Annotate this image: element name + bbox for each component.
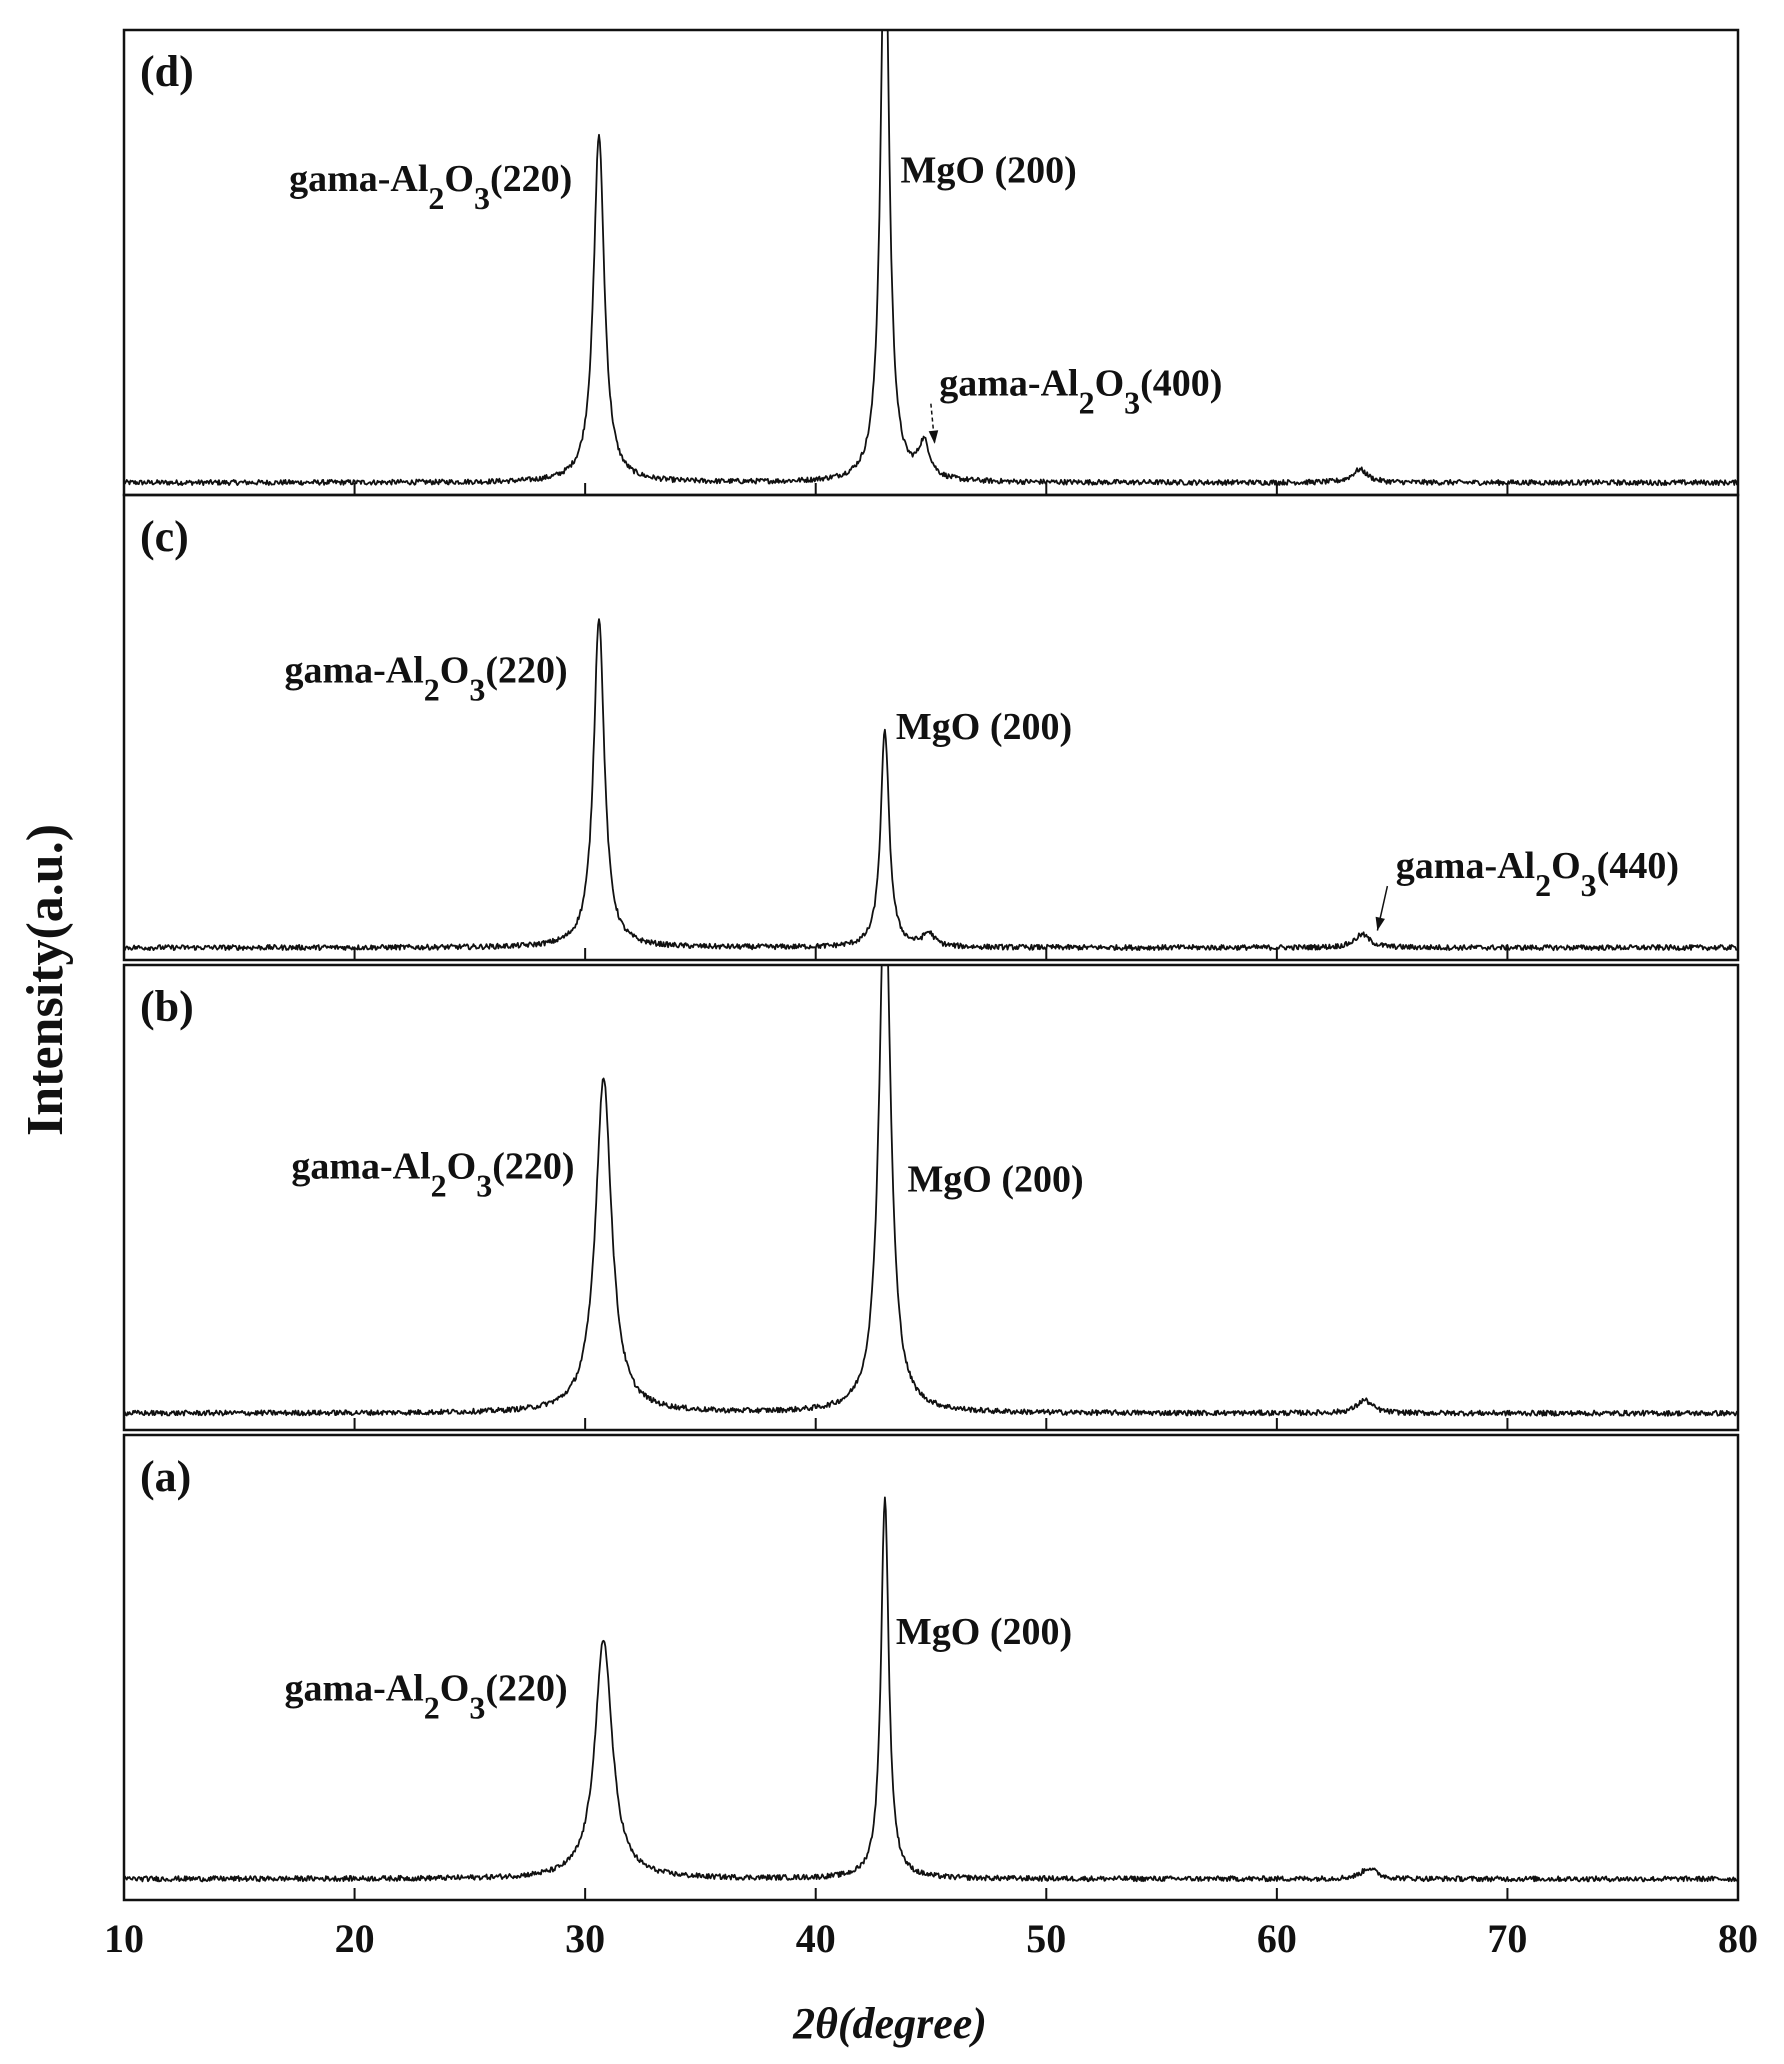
x-tick-label: 80	[1718, 1916, 1758, 1961]
x-tick-label: 30	[565, 1916, 605, 1961]
x-tick-label: 50	[1026, 1916, 1066, 1961]
annotation-c-a2: MgO (200)	[896, 706, 1072, 748]
panel-b-label: (b)	[140, 982, 194, 1031]
x-axis-title: 2θ(degree)	[792, 1999, 987, 2048]
panel-a-trace	[124, 1496, 1738, 1883]
panel-a-frame	[122, 1433, 1740, 1902]
panel-c-label: (c)	[140, 512, 189, 561]
panel-b-trace	[124, 965, 1738, 1417]
x-tick-label: 70	[1487, 1916, 1527, 1961]
panel-c: (c) gama-Al2O3(220) MgO (200) gama-Al2O3(44…	[122, 493, 1740, 962]
panel-b-frame	[122, 963, 1740, 1432]
panel-c-frame	[122, 493, 1740, 962]
panel-d-trace	[124, 30, 1738, 487]
annotation-c-a1: gama-Al2O3(220)	[284, 649, 567, 707]
panel-c-trace	[124, 618, 1738, 952]
x-axis: 10 20 30 40 50 60 70 80	[104, 1916, 1758, 1961]
panel-d-label: (d)	[140, 47, 194, 96]
annotation-a-a1: gama-Al2O3(220)	[284, 1668, 567, 1726]
annotation-b-a2: MgO (200)	[907, 1158, 1083, 1200]
x-tick-label: 10	[104, 1916, 144, 1961]
annotation-arrowhead-c-a3	[1375, 916, 1385, 931]
annotation-b-a1: gama-Al2O3(220)	[291, 1145, 574, 1203]
panel-d: (d) gama-Al2O3(220) MgO (200) gama-Al2O3(40…	[122, 28, 1740, 497]
y-axis-title: Intensity(a.u.)	[17, 824, 74, 1136]
annotation-d-a3: gama-Al2O3(400)	[939, 363, 1222, 421]
panel-d-frame	[122, 28, 1740, 497]
annotation-a-a2: MgO (200)	[896, 1611, 1072, 1653]
annotation-d-a2: MgO (200)	[901, 150, 1077, 192]
annotation-d-a1: gama-Al2O3(220)	[289, 158, 572, 216]
x-tick-label: 60	[1257, 1916, 1297, 1961]
panel-a: (a) gama-Al2O3(220) MgO (200)	[122, 1433, 1740, 1902]
annotation-c-a3: gama-Al2O3(440)	[1396, 845, 1679, 903]
panel-a-label: (a)	[140, 1452, 191, 1501]
x-tick-label: 40	[796, 1916, 836, 1961]
panel-b: (b) gama-Al2O3(220) MgO (200)	[122, 963, 1740, 1432]
x-tick-label: 20	[335, 1916, 375, 1961]
panels-layer: (d) gama-Al2O3(220) MgO (200) gama-Al2O3(40…	[122, 28, 1740, 1902]
annotation-arrowhead-d-a3	[928, 430, 939, 444]
